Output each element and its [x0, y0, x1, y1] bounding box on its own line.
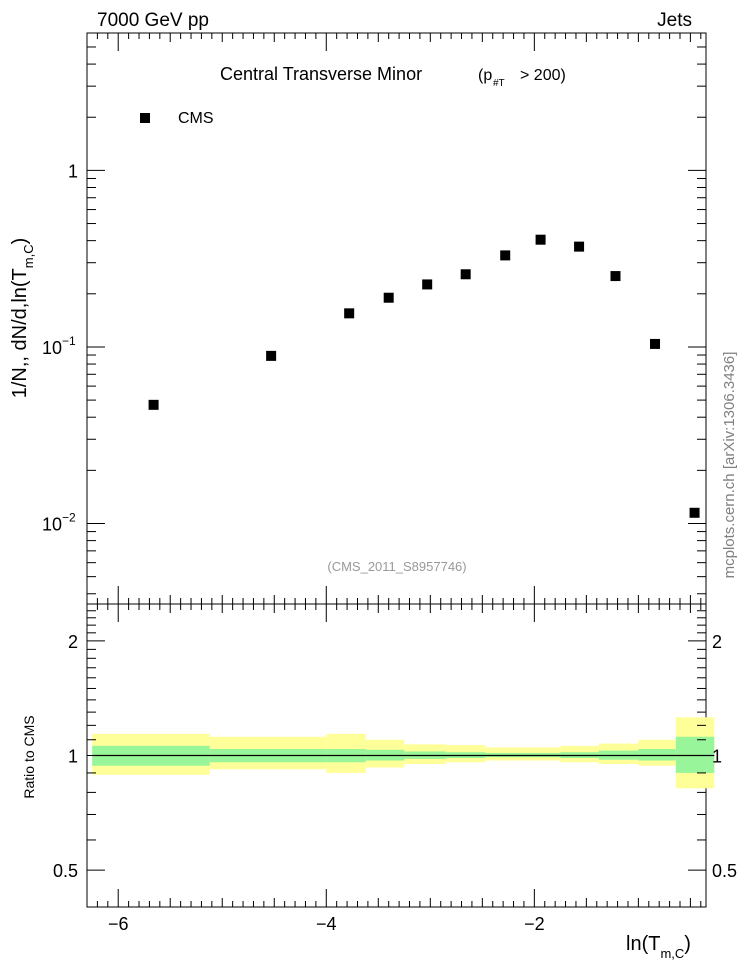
ratio-y-tick-label-left: 1 [68, 747, 78, 767]
main-ylabel-prefix: 1/N [9, 367, 31, 398]
data-point [500, 250, 511, 261]
x-tick-label: −4 [316, 914, 337, 934]
plot-title-cut-open: (p [478, 67, 492, 84]
main-y-tick-label: 1 [68, 161, 78, 181]
x-tick-label: −6 [108, 914, 129, 934]
x-axis-label-prefix: ln(T [626, 933, 660, 955]
main-y-tick-exponent: −1 [62, 334, 76, 348]
ratio-y-tick-label-right: 0.5 [712, 861, 737, 881]
data-point [689, 507, 700, 518]
analysis-watermark: (CMS_2011_S8957746) [327, 559, 466, 574]
energy-label: 7000 GeV pp [97, 10, 209, 31]
data-point [148, 399, 159, 410]
inner-band-bin [675, 736, 715, 773]
legend-marker-icon [140, 113, 150, 123]
data-point [460, 269, 471, 280]
main-y-tick-label: 10 [42, 338, 62, 358]
ratio-ylabel: Ratio to CMS [21, 715, 37, 798]
svg-text:1/N,, dN/d,ln(Tm,C): 1/N,, dN/d,ln(Tm,C) [9, 238, 36, 399]
axis-ticks [87, 32, 706, 907]
plot-title-cut-sub: #T [493, 78, 505, 89]
x-axis-label-close: ) [684, 933, 691, 955]
data-point [574, 241, 585, 252]
plot-title-cut-close: > 200) [520, 67, 566, 84]
x-axis-label-sub: m,C [660, 946, 684, 961]
main-ylabel-middle: ,, dN/d,ln(T [9, 268, 31, 367]
plot-title: Central Transverse Minor [220, 64, 422, 84]
main-ylabel-sub: m,C [21, 244, 36, 268]
inner-band-bin [638, 749, 676, 761]
ratio-y-tick-label-left: 2 [68, 632, 78, 652]
ratio-y-tick-label-right: 2 [712, 632, 722, 652]
x-tick-label: −2 [524, 914, 545, 934]
legend-label: CMS [178, 110, 214, 127]
data-point [422, 279, 433, 290]
x-axis-label: ln(Tm,C) [626, 933, 691, 961]
main-y-tick-label: 10 [42, 515, 62, 535]
data-point [266, 350, 277, 361]
cms-data-points [148, 234, 700, 518]
main-y-tick-exponent: −2 [62, 511, 76, 525]
process-label: Jets [657, 10, 692, 31]
data-point [383, 292, 394, 303]
main-ylabel: 1/N,, dN/d,ln(Tm,C) [9, 238, 36, 399]
data-point [610, 271, 621, 282]
data-point [535, 234, 546, 245]
side-label: mcplots.cern.ch [arXiv:1306.3436] [721, 352, 738, 579]
ratio-y-tick-label-right: 1 [712, 747, 722, 767]
main-ylabel-close: ) [9, 238, 31, 245]
data-point [344, 308, 355, 319]
ratio-y-tick-label-left: 0.5 [53, 861, 78, 881]
data-point [650, 338, 661, 349]
